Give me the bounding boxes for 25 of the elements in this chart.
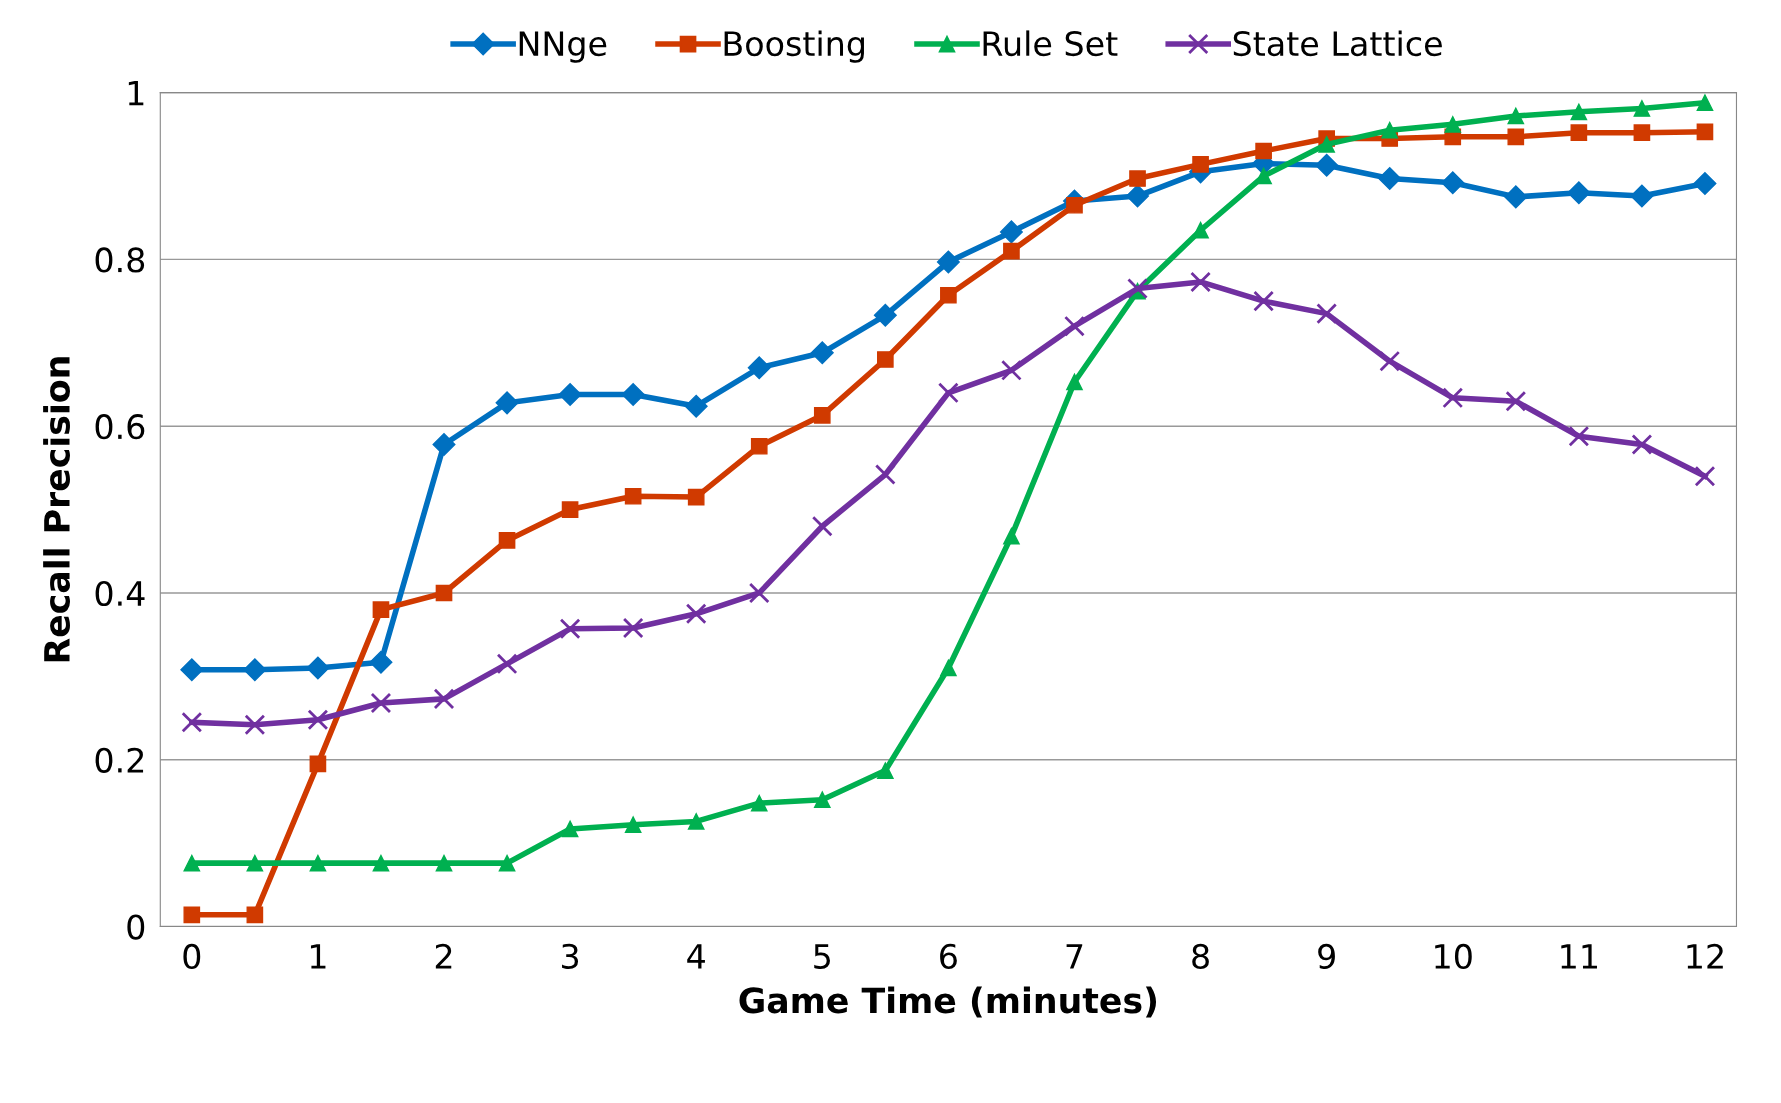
x-tick-label: 3 xyxy=(562,943,579,969)
legend-label: NNge xyxy=(519,31,607,63)
x-tick-label: 12 xyxy=(1687,943,1723,969)
x-tick-label: 11 xyxy=(1561,944,1597,969)
x-tick-label: 5 xyxy=(814,944,830,969)
y-tick-label: 0.6 xyxy=(95,414,145,440)
y-tick-label: 0.2 xyxy=(95,747,144,773)
y-tick-label: 0.4 xyxy=(95,580,145,607)
y-tick-label: 1 xyxy=(128,81,144,106)
x-tick-label: 1 xyxy=(310,944,326,969)
legend-label: Rule Set xyxy=(983,30,1118,57)
x-tick-label: 9 xyxy=(1318,943,1335,969)
legend-label: Boosting xyxy=(724,30,864,63)
legend-label: State Lattice xyxy=(1233,30,1442,57)
y-axis-title: Recall Precision xyxy=(43,357,70,662)
x-tick-label: 0 xyxy=(183,943,201,969)
x-tick-label: 4 xyxy=(687,944,705,969)
y-tick-label: 0 xyxy=(127,914,145,940)
x-tick-label: 8 xyxy=(1192,943,1209,969)
x-tick-label: 10 xyxy=(1435,943,1472,969)
x-axis-title: Game Time (minutes) xyxy=(739,986,1157,1018)
x-tick-label: 6 xyxy=(940,943,957,969)
x-tick-label: 2 xyxy=(435,943,452,969)
x-tick-label: 7 xyxy=(1066,944,1083,969)
y-tick-label: 0.8 xyxy=(95,247,145,273)
